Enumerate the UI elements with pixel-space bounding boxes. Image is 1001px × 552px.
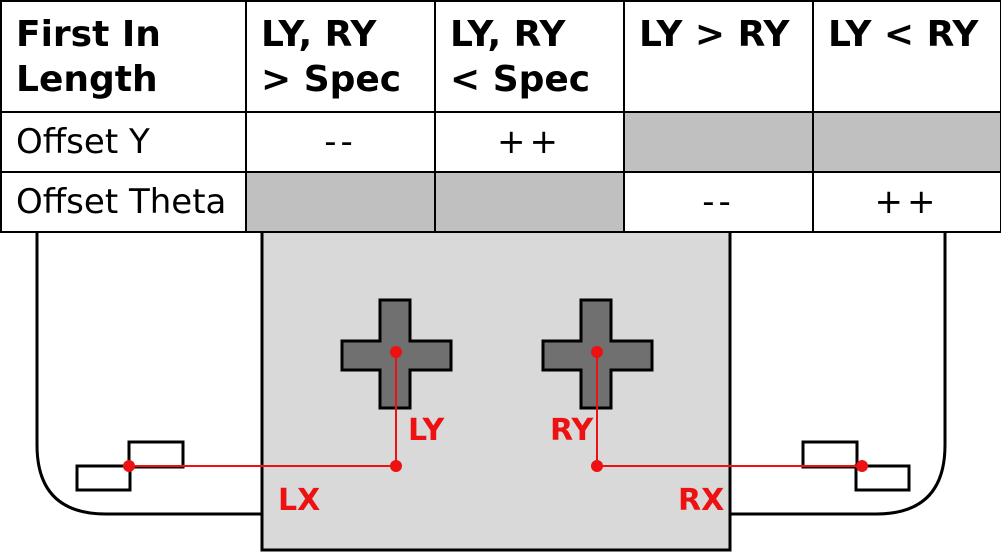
measurement-points <box>123 346 868 472</box>
left-sensor-lower <box>75 464 132 492</box>
ry-label: RY <box>550 413 594 448</box>
lx-label: LX <box>278 483 320 518</box>
header-ly-less-ry: LY < RY <box>812 0 1001 113</box>
offset-theta-ly-less-cell: ++ <box>812 171 1001 233</box>
left-cross-center-point <box>390 346 402 358</box>
rx-label: RX <box>678 483 724 518</box>
right-cross-center-point <box>591 346 603 358</box>
table-header-row: First In Length LY, RY > Spec LY, RY < S… <box>0 0 1001 113</box>
offset-theta-below-spec-cell <box>434 171 625 233</box>
offset-y-below-spec-cell: ++ <box>434 111 625 173</box>
right-corner-point <box>591 460 603 472</box>
offset-y-above-spec-cell: -- <box>245 111 436 173</box>
row-label-offset-y: Offset Y <box>0 111 247 173</box>
left-sensor-upper <box>127 440 185 469</box>
offset-theta-above-spec-cell <box>245 171 436 233</box>
right-edge-point <box>856 460 868 472</box>
measurement-lines <box>129 352 862 467</box>
table-row-offset-theta: Offset Theta -- ++ <box>0 171 1001 233</box>
header-ly-greater-ry: LY > RY <box>623 0 814 113</box>
substrate-panel <box>260 228 732 552</box>
left-corner-point <box>390 460 402 472</box>
offset-spec-table: First In Length LY, RY > Spec LY, RY < S… <box>0 0 1001 233</box>
offset-theta-ly-greater-cell: -- <box>623 171 814 233</box>
offset-y-ly-less-cell <box>812 111 1001 173</box>
header-both-above-spec: LY, RY > Spec <box>245 0 436 113</box>
header-both-below-spec: LY, RY < Spec <box>434 0 625 113</box>
ly-label: LY <box>408 413 445 448</box>
offset-y-ly-greater-cell <box>623 111 814 173</box>
table-row-offset-y: Offset Y -- ++ <box>0 111 1001 173</box>
right-sensor-upper <box>801 440 859 469</box>
row-label-offset-theta: Offset Theta <box>0 171 247 233</box>
header-first-in-length: First In Length <box>0 0 247 113</box>
left-edge-point <box>123 460 135 472</box>
